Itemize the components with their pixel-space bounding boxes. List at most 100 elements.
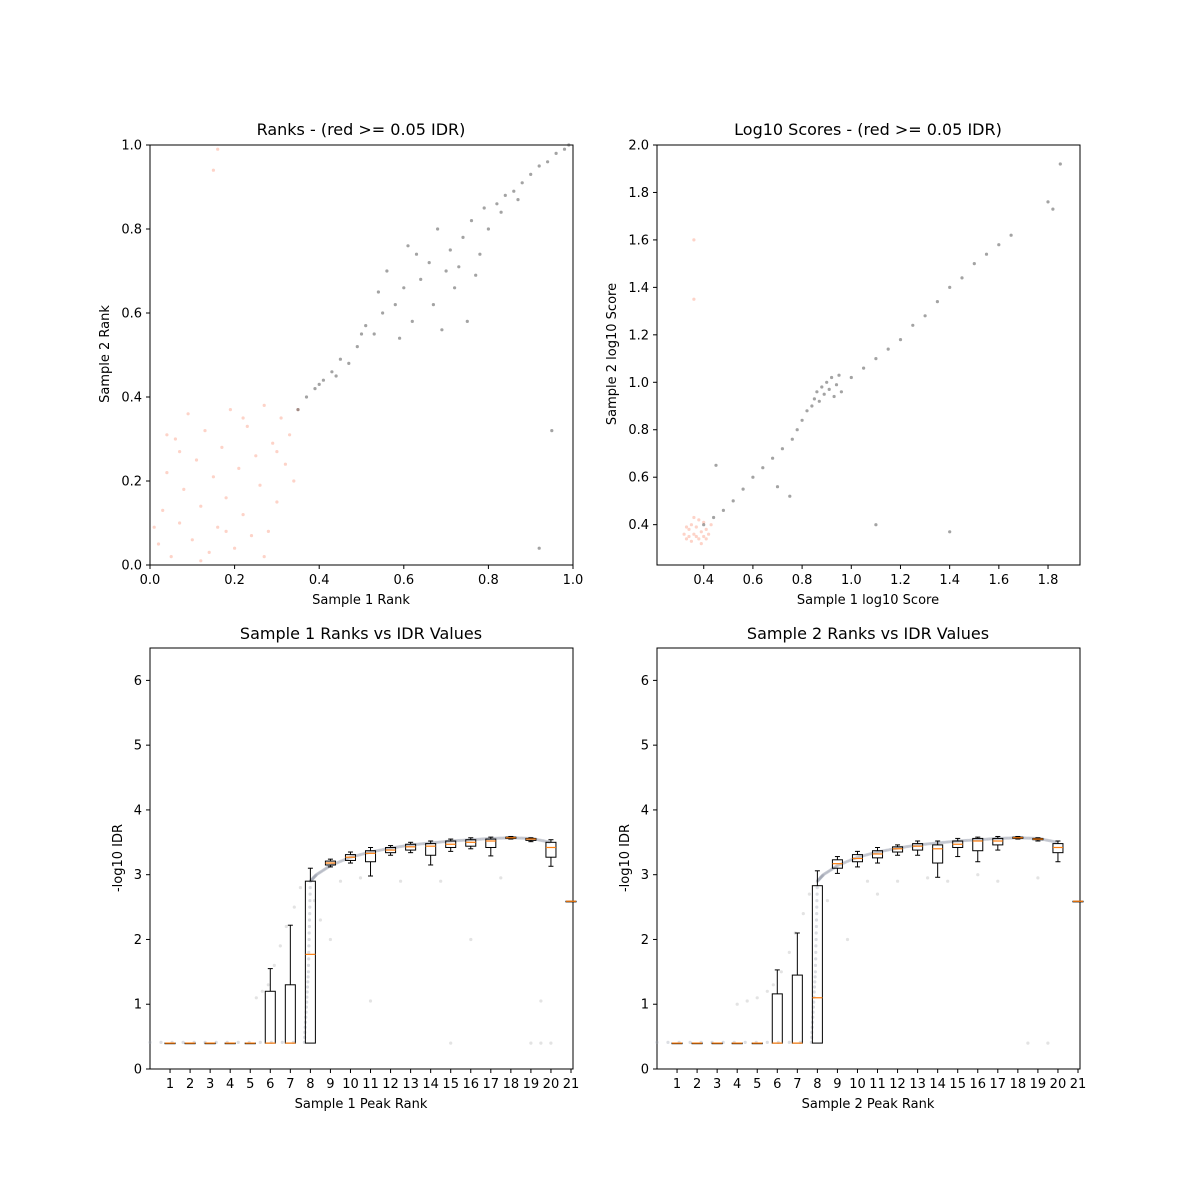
scores-y-tick-label: 1.0: [628, 376, 649, 391]
scores-point-series-0: [702, 534, 706, 539]
scores-point-series-0: [692, 532, 696, 536]
s1idr-idr-point: [320, 869, 324, 873]
s1idr-idr-point: [307, 937, 311, 942]
scores-point-series-1: [761, 466, 765, 470]
s2idr-idr-point: [765, 989, 769, 993]
s1idr-idr-point: [539, 838, 543, 843]
s2idr-idr-point: [906, 844, 910, 849]
ranks-point-series-1: [448, 248, 452, 252]
s1idr-x-tick-label: 15: [442, 1077, 459, 1092]
s2idr-idr-point: [743, 1040, 747, 1044]
s1idr-idr-point: [306, 980, 310, 984]
s2idr-idr-point: [666, 1040, 670, 1044]
s1idr-idr-point: [522, 836, 526, 840]
s1idr-idr-point: [319, 869, 323, 874]
scores-x-tick-label: 1.4: [939, 573, 960, 588]
s2idr-idr-point: [967, 838, 971, 842]
s2idr-box-16-box: [972, 837, 984, 852]
s2idr-idr-point: [931, 841, 936, 846]
s2idr-idr-point: [834, 864, 839, 868]
scores-point-series-1: [886, 347, 890, 351]
ranks-point-series-1: [478, 252, 482, 256]
ranks-point-series-1: [406, 244, 410, 248]
s2idr-idr-point: [865, 853, 870, 857]
s2idr-idr-point: [887, 848, 891, 852]
s1idr-idr-point: [313, 874, 317, 879]
sample2-idr-chart-title: Sample 2 Ranks vs IDR Values: [747, 624, 989, 643]
s1idr-x-tick-label: 19: [523, 1077, 540, 1092]
s2idr-idr-point: [1046, 838, 1050, 843]
scores-point-series-1: [810, 404, 814, 408]
scores-point-series-0: [692, 297, 696, 301]
s1idr-idr-point: [420, 842, 424, 846]
s2idr-idr-point: [821, 873, 826, 877]
ranks-y-tick-label: 0.6: [121, 307, 142, 322]
scores-scatter-panel: Log10 Scores - (red >= 0.05 IDR) Sample …: [605, 120, 1081, 608]
s2idr-idr-point: [944, 840, 948, 844]
s1idr-y-tick-label: 1: [134, 998, 142, 1013]
s2idr-idr-point: [926, 876, 930, 880]
ranks-point-series-1: [402, 286, 406, 290]
scores-x-tick-label: 0.4: [693, 573, 714, 588]
s1idr-idr-point: [419, 842, 423, 846]
s2idr-idr-point: [883, 849, 887, 853]
s2idr-box-13-box: [912, 843, 924, 851]
ranks-point-series-1: [503, 193, 507, 197]
ranks-point-series-0: [288, 433, 292, 437]
s1idr-idr-point: [457, 838, 461, 843]
s2idr-idr-point: [848, 858, 852, 862]
ranks-point-series-1: [499, 210, 503, 214]
s2idr-axes-frame: [656, 647, 1081, 1070]
s2idr-idr-point: [1026, 836, 1030, 840]
s2idr-idr-point: [765, 1040, 769, 1044]
ranks-point-series-0: [224, 496, 228, 500]
scores-point-series-1: [923, 314, 927, 318]
scores-point-series-1: [822, 392, 826, 396]
ranks-point-series-0: [271, 441, 275, 445]
s2idr-idr-point: [868, 852, 873, 856]
ranks-point-series-0: [194, 458, 199, 462]
s2idr-idr-point: [924, 842, 928, 846]
ranks-point-series-0: [228, 408, 232, 412]
s1idr-idr-point: [323, 867, 327, 871]
s2idr-x-tick-label: 13: [909, 1077, 926, 1092]
s2idr-idr-point: [822, 872, 827, 876]
s2idr-idr-point: [755, 996, 759, 1000]
ranks-point-series-0: [254, 454, 258, 458]
scores-point-series-1: [788, 494, 792, 498]
s1idr-idr-point: [400, 844, 404, 848]
s1idr-idr-point: [307, 918, 312, 922]
s1idr-idr-point: [308, 912, 312, 916]
ranks-x-tick-label: 0.0: [140, 573, 161, 588]
s2idr-idr-point: [1036, 876, 1040, 880]
s2idr-idr-point: [818, 876, 822, 881]
scores-point-series-0: [699, 542, 703, 546]
s2idr-idr-point: [934, 841, 938, 845]
s2idr-idr-point: [844, 860, 848, 864]
s2idr-idr-point: [815, 912, 819, 916]
s2idr-idr-point: [819, 875, 823, 880]
s2idr-idr-point: [1029, 836, 1033, 840]
scores-x-tick-label: 1.0: [841, 573, 862, 588]
scores-point-series-0: [702, 520, 706, 524]
ranks-point-series-1: [495, 202, 499, 206]
s1idr-box-8-box: [304, 880, 316, 1044]
s2idr-idr-point: [865, 879, 870, 883]
s2idr-idr-point: [1007, 836, 1011, 840]
s1idr-box-16-box: [465, 839, 477, 847]
s1idr-axes-frame: [149, 647, 574, 1070]
ranks-point-series-0: [258, 483, 262, 487]
s2idr-y-tick-label: 0: [641, 1063, 649, 1078]
s2idr-idr-point: [820, 874, 824, 878]
s1idr-idr-point: [536, 838, 540, 842]
s2idr-idr-point: [820, 874, 824, 879]
s1idr-x-tick-label: 18: [503, 1077, 520, 1092]
scores-point-series-1: [820, 385, 824, 389]
scores-point-series-0: [697, 537, 701, 541]
s1idr-idr-point: [439, 840, 443, 844]
scores-point-series-1: [948, 530, 952, 534]
ranks-point-series-1: [355, 345, 359, 349]
scores-point-series-1: [771, 456, 775, 460]
s1idr-idr-point: [337, 860, 341, 864]
